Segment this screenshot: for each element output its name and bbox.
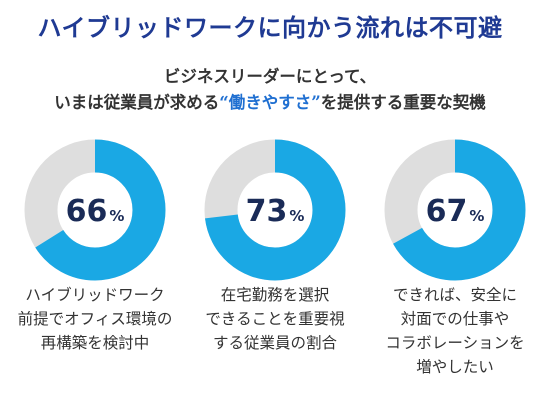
donut-value-label-2: 73% (246, 194, 305, 229)
donut-value-number-1: 66 (66, 194, 108, 229)
donut-value-number-3: 67 (426, 194, 468, 229)
subtitle-post: を提供する重要な契機 (320, 93, 486, 112)
page-title: ハイブリッドワークに向かう流れは不可避 (37, 14, 503, 42)
subtitle-highlight: 働きやすさ (228, 93, 312, 112)
subtitle-line-1: ビジネスリーダーにとって、 (163, 67, 377, 86)
subtitle-pre: いまは従業員が求める (54, 93, 220, 112)
donut-chart-2: 73% (204, 139, 346, 281)
donut-value-number-2: 73 (246, 194, 288, 229)
donut-slice-2 (204, 139, 346, 281)
caption-3: できれば、安全に 対面での仕事や コラボレーションを 増やしたい (385, 286, 525, 376)
donut-value-unit-3: % (469, 207, 484, 225)
donut-charts: 66% 73% 67% (24, 139, 526, 281)
subtitle-highlight-group: “働きやすさ” (219, 93, 321, 112)
donut-value-unit-1: % (109, 207, 124, 225)
donut-value-label-1: 66% (66, 194, 125, 229)
caption-1: ハイブリッドワーク 前提でオフィス環境の 再構築を検討中 (17, 286, 173, 352)
donut-slice-1 (24, 139, 166, 281)
caption-2: 在宅勤務を選択 できることを重要視 する従業員の割合 (205, 286, 345, 352)
close-quote: ” (311, 93, 321, 112)
donut-chart-1: 66% (24, 139, 166, 281)
open-quote: “ (219, 93, 229, 112)
donut-value-label-3: 67% (426, 194, 485, 229)
subtitle-line-2: いまは従業員が求める“働きやすさ”を提供する重要な契機 (0, 90, 540, 116)
donut-chart-3: 67% (384, 139, 526, 281)
subtitle: ビジネスリーダーにとって、 いまは従業員が求める“働きやすさ”を提供する重要な契… (0, 64, 540, 116)
donut-slice-3 (384, 139, 526, 281)
donut-value-unit-2: % (289, 207, 304, 225)
